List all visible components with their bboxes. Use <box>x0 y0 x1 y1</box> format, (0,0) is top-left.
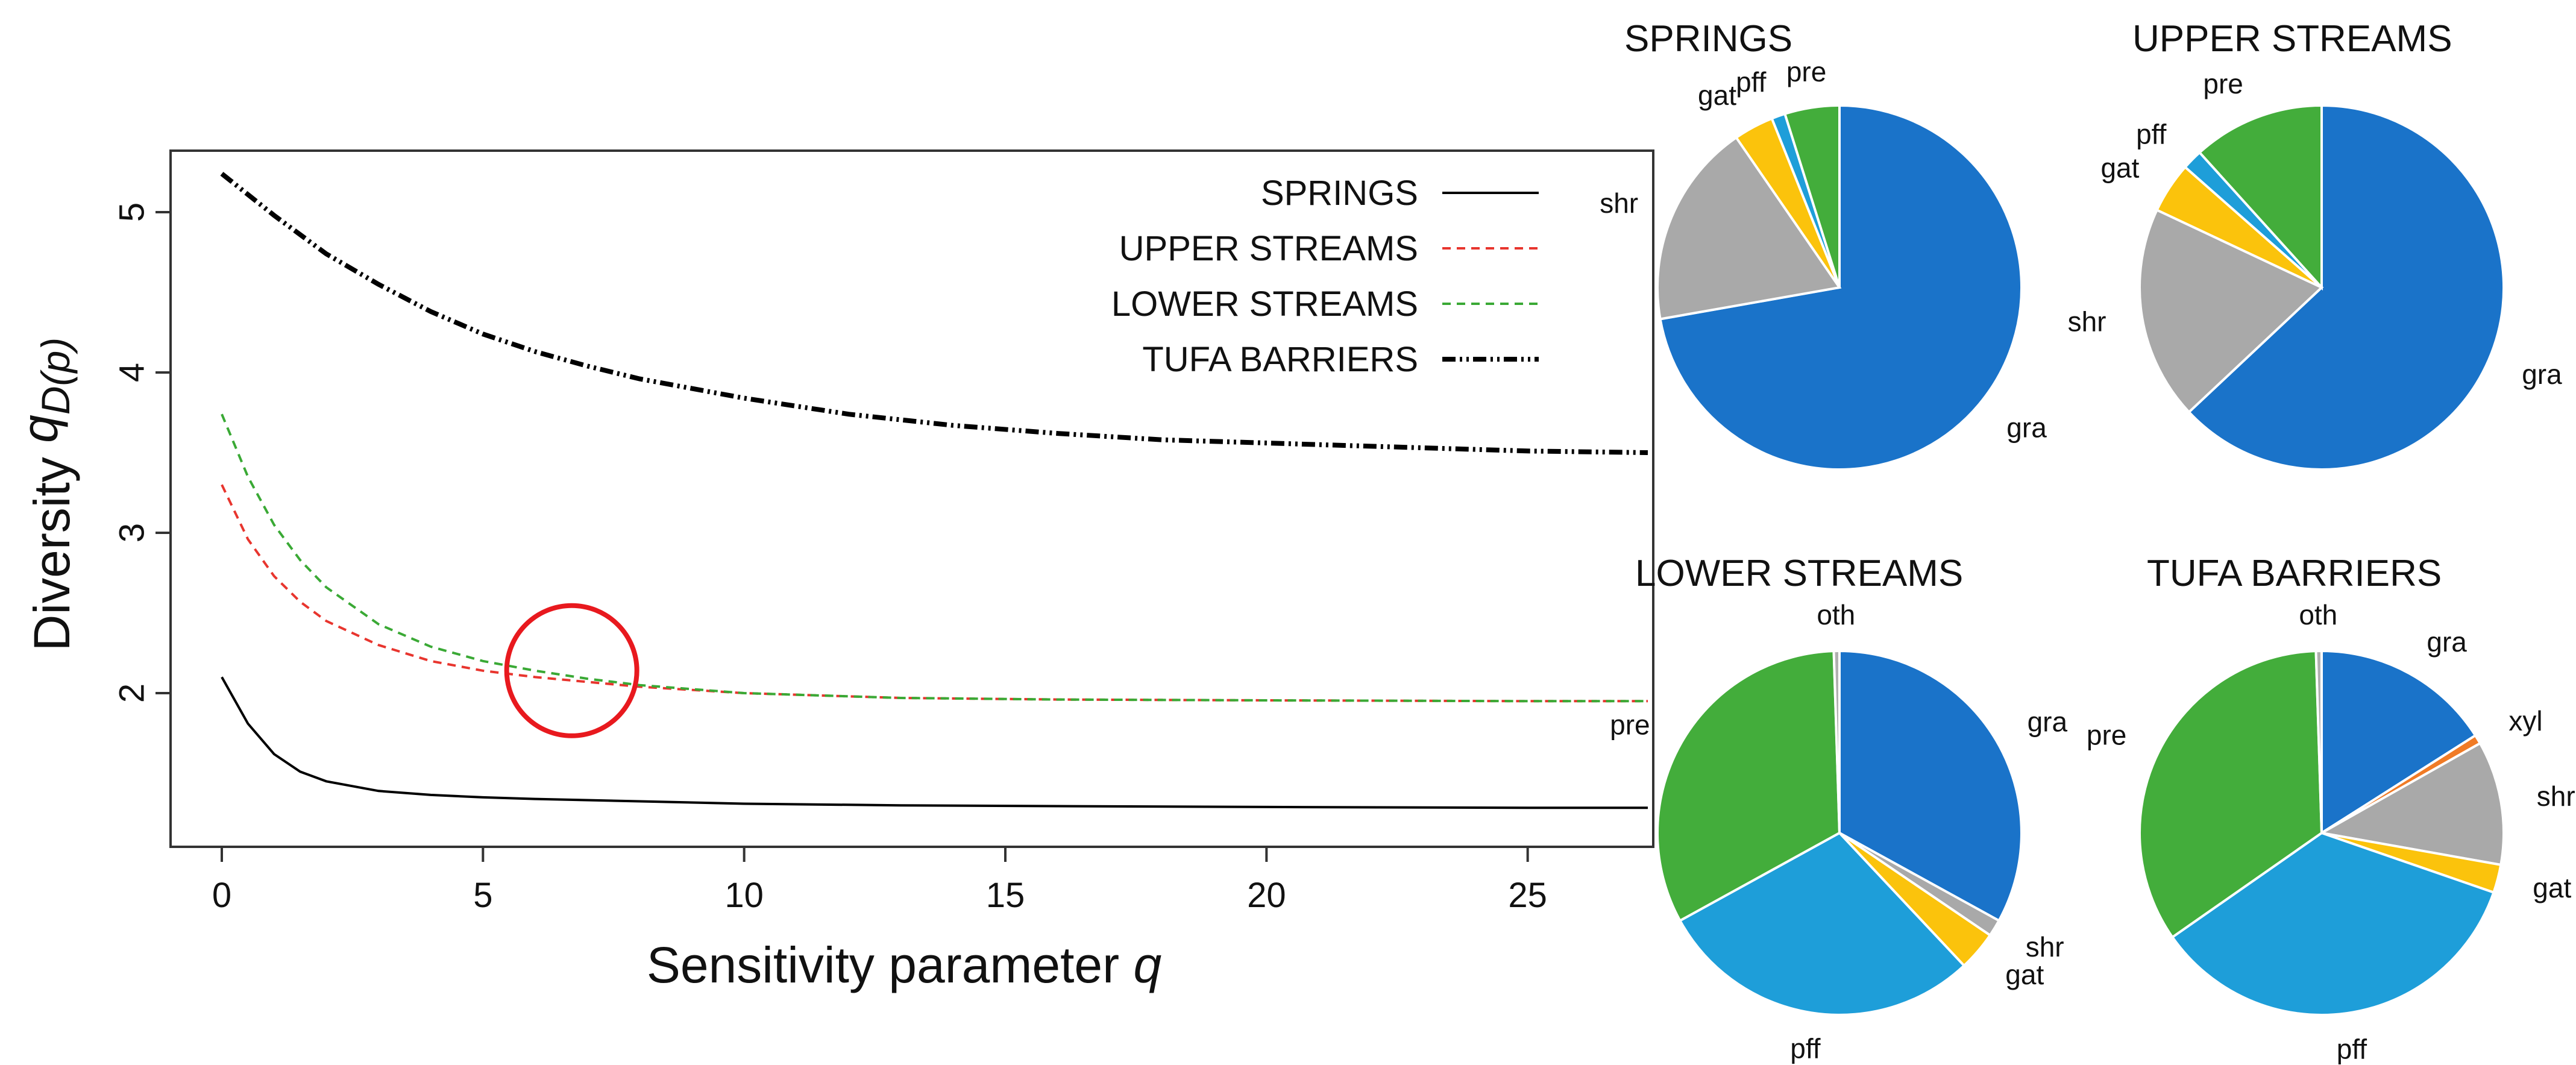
pie-title: TUFA BARRIERS <box>2147 553 2442 594</box>
pie-slice-label: gra <box>2006 412 2047 444</box>
pie-slice-label: pre <box>2087 720 2126 751</box>
pie-slice-label: oth <box>1817 599 1855 630</box>
pie-slice-label: oth <box>2299 599 2337 630</box>
y-tick-label: 3 <box>112 523 151 542</box>
legend-label: TUFA BARRIERS <box>1142 340 1418 379</box>
pie-slice-pre <box>2197 104 2323 291</box>
pie-slice-label: gra <box>2522 359 2562 390</box>
pie-slice-label: pff <box>1736 66 1767 98</box>
pie-slice-pff <box>2170 831 2495 1016</box>
pie-slice-shr <box>2138 208 2324 414</box>
plot-frame <box>169 149 1654 848</box>
y-tick-label: 4 <box>112 363 151 382</box>
pie-slice-label: shr <box>2537 781 2575 812</box>
pie-slice-pre <box>1783 104 1841 288</box>
pie-slice-label: shr <box>2026 931 2064 963</box>
x-tick-label: 10 <box>724 876 764 915</box>
legend-label: LOWER STREAMS <box>1111 284 1418 324</box>
x-tick-label: 15 <box>986 876 1025 915</box>
pie-slice-gra <box>2187 104 2505 471</box>
diversity-line-chart: 0 5 10 15 20 25 2 3 4 5 Sensitivity parameter q Div… <box>11 149 1654 993</box>
x-tick-label: 20 <box>1247 876 1286 915</box>
pie-title: UPPER STREAMS <box>2132 18 2452 60</box>
series-line-upper-streams <box>221 484 1648 703</box>
pie-slice-pff <box>1678 831 1966 1016</box>
pie-title: SPRINGS <box>1624 18 1792 60</box>
pie-slice-pre <box>2138 650 2323 939</box>
pie-slice-label: gra <box>2427 626 2467 658</box>
series-line-lower-streams <box>221 413 1648 703</box>
pie-slice-label: shr <box>2068 306 2106 338</box>
pie-slice-label: gat <box>2100 152 2139 183</box>
legend-label: SPRINGS <box>1261 174 1418 213</box>
pie-slice-oth <box>1832 649 1841 834</box>
pie-slice-gra <box>1838 649 2023 923</box>
legend-label: UPPER STREAMS <box>1119 229 1418 268</box>
pie-slice-label: pre <box>1610 709 1650 741</box>
pie-slice-pre <box>1656 650 1841 923</box>
pie-slice-label: xyl <box>2508 705 2542 737</box>
x-axis-title: Sensitivity parameter q <box>647 937 1162 993</box>
y-tick-label: 5 <box>112 203 151 222</box>
pie-slice-label: gat <box>2533 872 2571 903</box>
pie-slice-shr <box>1656 136 1842 321</box>
pie-slice-label: pff <box>2337 1034 2367 1065</box>
series-line-tufa-barriers <box>220 172 1648 455</box>
pie-slice-label: gra <box>2028 706 2068 738</box>
pie-title: LOWER STREAMS <box>1635 553 1963 594</box>
pie-slice-label: pff <box>2136 119 2167 150</box>
pie-slice-label: pre <box>1786 56 1826 87</box>
x-tick-label: 25 <box>1508 876 1547 915</box>
pie-slice-label: shr <box>1600 187 1638 219</box>
pie-slice-shr <box>2318 741 2505 867</box>
pie-chart-tufa-barriers: TUFA BARRIERS gra xyl shr gat pff pre oth <box>2087 553 2575 1065</box>
series-line-springs <box>221 676 1648 809</box>
pie-slice-label: pff <box>1790 1033 1821 1064</box>
pie-chart-springs: SPRINGS gra shr gat pff pre <box>1600 18 2047 471</box>
pie-slice-label: gat <box>1698 80 1736 111</box>
x-tick-label: 5 <box>473 876 492 915</box>
pie-slice-label: pre <box>2203 68 2243 99</box>
y-tick-label: 2 <box>112 683 151 703</box>
x-tick-label: 0 <box>212 876 231 915</box>
annotation-circle <box>504 603 639 738</box>
pie-slice-label: gat <box>2005 959 2044 990</box>
y-axis-title: Diversity qD(p) <box>11 338 80 651</box>
pie-slice-gra <box>2320 649 2477 835</box>
pie-slice-oth <box>2314 649 2323 834</box>
